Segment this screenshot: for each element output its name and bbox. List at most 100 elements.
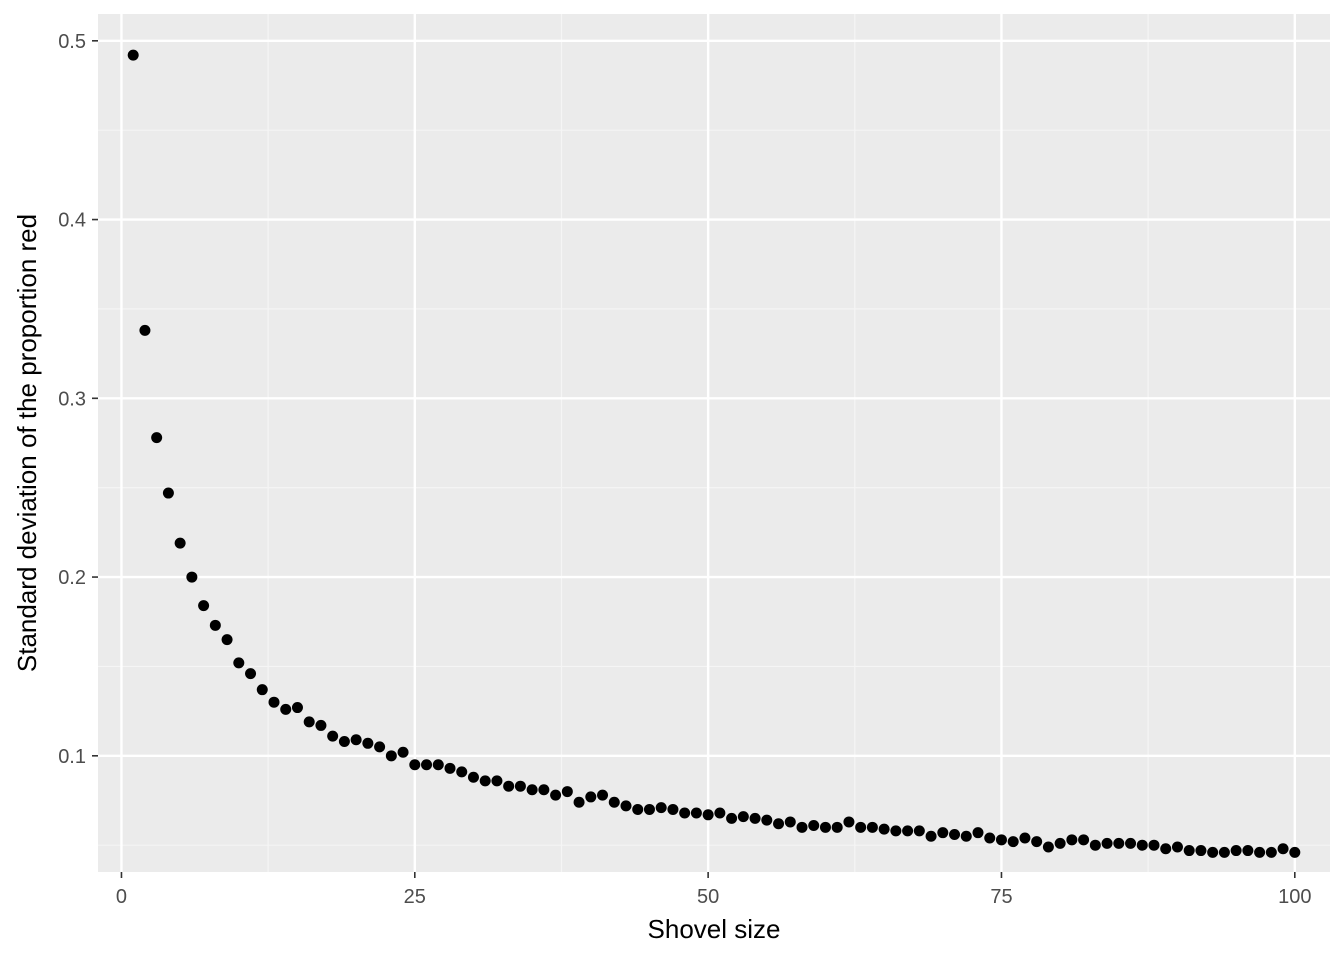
data-point [1089,839,1101,851]
data-point [1289,846,1301,858]
data-point [338,736,350,748]
data-point [526,784,538,796]
data-point [1148,839,1160,851]
data-point [655,802,667,814]
data-point [151,432,163,444]
data-point [667,803,679,815]
data-point [1007,836,1019,848]
data-point [1171,841,1183,853]
data-point [1277,843,1289,855]
x-tick-label: 100 [1278,886,1311,908]
x-tick-label: 0 [116,886,127,908]
data-point [925,830,937,842]
data-point [679,807,691,819]
data-point [456,766,468,778]
data-point [1183,845,1195,857]
data-point [1254,846,1266,858]
data-point [620,800,632,812]
x-axis: 0 25 50 75 100 [116,872,1311,908]
data-point [984,832,996,844]
data-point [1113,837,1125,849]
data-point [890,825,902,837]
data-point [937,827,949,839]
data-point [221,634,233,646]
data-point [913,825,925,837]
data-point [1207,846,1219,858]
data-point [608,796,620,808]
data-point [597,789,609,801]
data-point [1125,837,1137,849]
data-point [397,746,409,758]
data-point [1242,845,1254,857]
data-point [1136,839,1148,851]
data-point [702,809,714,821]
data-point [1042,841,1054,853]
y-tick-label: 0.2 [58,567,86,589]
data-point [761,814,773,826]
y-tick-label: 0.1 [58,746,86,768]
data-point [573,796,585,808]
data-point [198,600,210,612]
data-point [1031,836,1043,848]
x-tick-label: 25 [404,886,426,908]
data-point [585,791,597,803]
y-tick-label: 0.5 [58,31,86,53]
data-point [960,830,972,842]
data-point [1078,834,1090,846]
data-point [303,716,315,728]
data-point [714,807,726,819]
data-point [784,816,796,828]
data-point [737,811,749,823]
x-axis-title: Shovel size [648,914,781,944]
data-point [726,812,738,824]
data-point [409,759,421,771]
data-point [690,807,702,819]
data-point [550,789,562,801]
data-point [643,803,655,815]
data-points [127,49,1301,858]
y-tick-label: 0.4 [58,210,86,232]
data-point [995,834,1007,846]
data-point [421,759,433,771]
data-point [1066,834,1078,846]
data-point [479,775,491,787]
data-point [1019,832,1031,844]
data-point [1054,837,1066,849]
data-point [162,487,174,499]
x-tick-label: 50 [697,886,719,908]
data-point [432,759,444,771]
data-point [831,821,843,833]
data-point [209,619,221,631]
y-axis: 0.1 0.2 0.3 0.4 0.5 [58,31,98,768]
data-point [855,821,867,833]
data-point [268,696,280,708]
data-point [385,750,397,762]
data-point [972,827,984,839]
data-point [819,821,831,833]
data-point [949,828,961,840]
data-point [878,823,890,835]
data-point [843,816,855,828]
data-point [127,49,139,61]
data-point [561,786,573,798]
data-point [374,741,386,753]
data-point [1101,837,1113,849]
major-gridlines [98,14,1330,872]
data-point [632,803,644,815]
data-point [491,775,503,787]
data-point [1230,845,1242,857]
data-point [327,730,339,742]
data-point [291,702,303,714]
data-point [444,762,456,774]
data-point [174,537,186,549]
data-point [1218,846,1230,858]
minor-gridlines [98,14,1330,872]
data-point [362,737,374,749]
data-point [233,657,245,669]
data-point [796,821,808,833]
x-tick-label: 75 [990,886,1012,908]
data-point [902,825,914,837]
data-point [808,820,820,832]
